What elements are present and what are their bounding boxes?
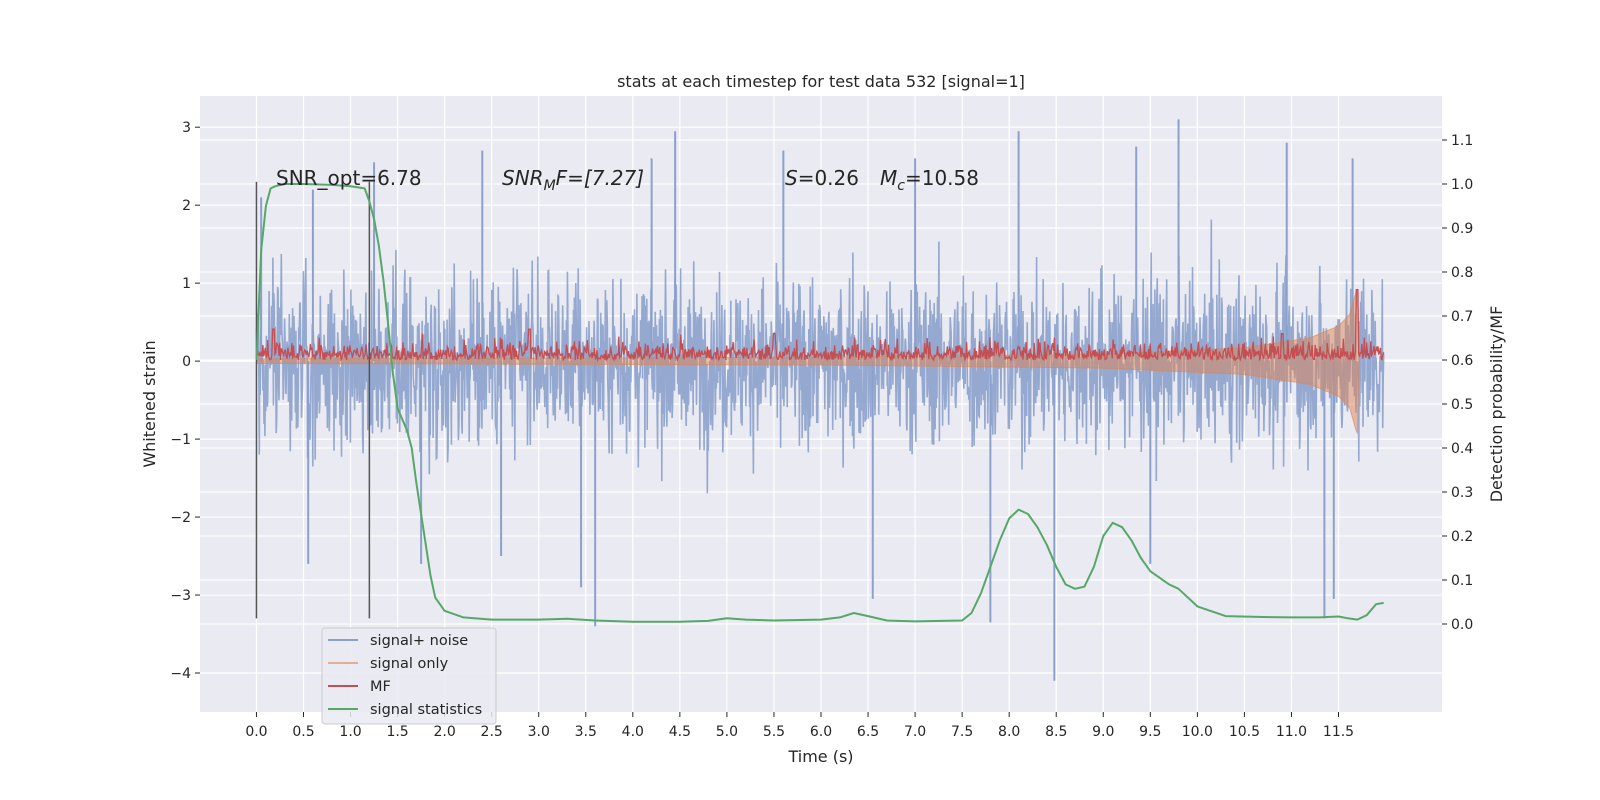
x-tick-label: 3.5 bbox=[575, 724, 597, 740]
y-tick-label-right: 0.1 bbox=[1451, 573, 1473, 589]
x-tick-label: 9.0 bbox=[1092, 724, 1114, 740]
legend: signal+ noise signal only MF signal stat… bbox=[321, 627, 497, 725]
x-tick-label: 5.5 bbox=[763, 724, 785, 740]
x-tick-label: 1.0 bbox=[339, 724, 361, 740]
y-tick-label: −2 bbox=[170, 510, 191, 526]
y-tick-label-right: 0.5 bbox=[1451, 397, 1473, 413]
y-tick-label-right: 0.2 bbox=[1451, 529, 1473, 545]
signal-only-envelope bbox=[256, 288, 1360, 434]
x-tick-label: 8.5 bbox=[1045, 724, 1067, 740]
annotation-snr-opt: SNR_opt=6.78 bbox=[276, 166, 422, 190]
y-tick-label-right: 0.0 bbox=[1451, 617, 1473, 633]
annotation-snr-mf: SNRMF=[7.27] bbox=[502, 166, 644, 194]
y-tick-label: −4 bbox=[170, 666, 191, 682]
y-axis-ticks-right: 0.0 0.1 0.2 0.3 0.4 0.5 0.6 0.7 0.8 0.9 1.0 1.1 bbox=[1442, 133, 1473, 633]
y-tick-label-right: 1.1 bbox=[1451, 133, 1473, 149]
signal-statistics-line bbox=[255, 183, 1384, 623]
x-tick-label: 4.0 bbox=[622, 724, 644, 740]
annotation-mc: Mc=10.58 bbox=[880, 166, 979, 194]
series-signal-only bbox=[256, 288, 1360, 434]
x-tick-label: 7.0 bbox=[904, 724, 926, 740]
series-signal-noise bbox=[255, 119, 1385, 681]
series-signal-statistics bbox=[255, 183, 1384, 623]
legend-label-signal-noise: signal+ noise bbox=[370, 633, 468, 649]
x-tick-label: 1.5 bbox=[386, 724, 408, 740]
x-tick-label: 5.0 bbox=[716, 724, 738, 740]
x-axis-label: Time (s) bbox=[787, 747, 853, 766]
chart-title: stats at each timestep for test data 532… bbox=[617, 72, 1025, 91]
x-tick-label: 0.5 bbox=[292, 724, 314, 740]
series-mf bbox=[255, 288, 1385, 363]
x-tick-label: 8.0 bbox=[998, 724, 1020, 740]
x-tick-label: 2.5 bbox=[481, 724, 503, 740]
legend-box bbox=[321, 627, 497, 725]
legend-label-signal-statistics: signal statistics bbox=[370, 702, 482, 718]
y-tick-label: −3 bbox=[170, 588, 191, 604]
x-tick-label: 10.0 bbox=[1182, 724, 1213, 740]
x-tick-label: 2.0 bbox=[434, 724, 456, 740]
x-tick-label: 9.5 bbox=[1139, 724, 1161, 740]
y-tick-label: 3 bbox=[182, 120, 191, 136]
x-tick-label: 6.0 bbox=[810, 724, 832, 740]
y-tick-label: 2 bbox=[182, 198, 191, 214]
y-tick-label-right: 0.8 bbox=[1451, 265, 1473, 281]
x-tick-label: 10.5 bbox=[1229, 724, 1260, 740]
y-axis-label-left: Whitened strain bbox=[140, 340, 159, 467]
x-tick-label: 0.0 bbox=[245, 724, 267, 740]
y-tick-label-right: 0.6 bbox=[1451, 353, 1473, 369]
annotation-s: S=0.26 bbox=[785, 166, 859, 190]
legend-label-signal-only: signal only bbox=[370, 656, 449, 672]
mf-line bbox=[255, 288, 1385, 363]
x-tick-label: 3.0 bbox=[528, 724, 550, 740]
x-tick-label: 11.0 bbox=[1276, 724, 1307, 740]
y-tick-label: 1 bbox=[182, 276, 191, 292]
x-tick-label: 7.5 bbox=[951, 724, 973, 740]
x-tick-label: 6.5 bbox=[857, 724, 879, 740]
x-tick-label: 4.5 bbox=[669, 724, 691, 740]
y-tick-label-right: 0.7 bbox=[1451, 309, 1473, 325]
vertical-markers bbox=[255, 181, 371, 619]
y-tick-label-right: 0.9 bbox=[1451, 221, 1473, 237]
y-tick-label: 0 bbox=[182, 354, 191, 370]
y-tick-label-right: 1.0 bbox=[1451, 177, 1473, 193]
y-tick-label-right: 0.3 bbox=[1451, 485, 1473, 501]
y-axis-label-right: Detection probability/MF bbox=[1487, 306, 1506, 503]
x-axis-ticks: 0.0 0.5 1.0 1.5 2.0 2.5 3.0 3.5 4.0 4.5 5.0 5.5 6.0 6… bbox=[245, 712, 1354, 740]
y-axis-ticks-left: −4 −3 −2 −1 0 1 2 3 bbox=[170, 120, 200, 682]
x-tick-label: 11.5 bbox=[1323, 724, 1354, 740]
legend-label-mf: MF bbox=[370, 679, 391, 695]
y-tick-label-right: 0.4 bbox=[1451, 441, 1473, 457]
y-tick-label: −1 bbox=[170, 432, 191, 448]
